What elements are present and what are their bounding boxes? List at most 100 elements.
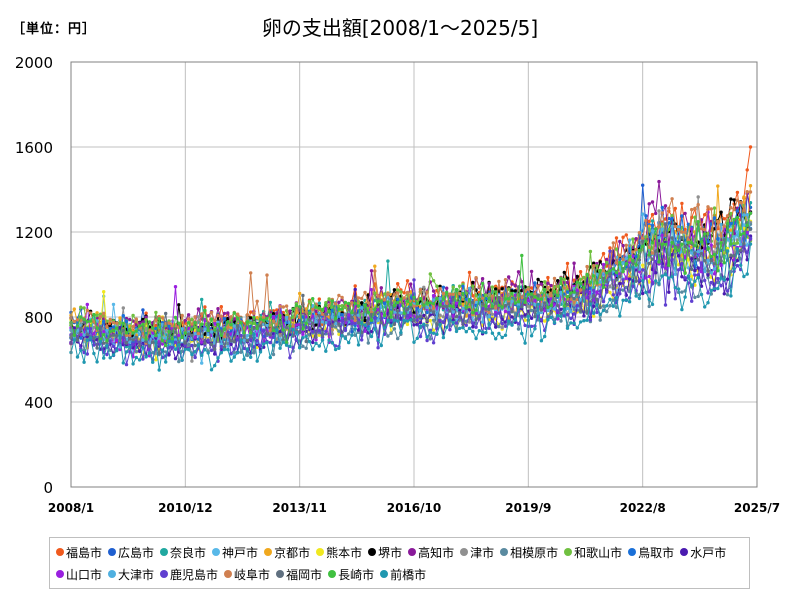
data-point [206,338,210,343]
data-point [690,207,694,212]
data-point [605,260,609,265]
data-point [722,217,726,221]
data-point [647,202,651,206]
legend-marker-icon [160,570,169,578]
data-point [337,346,341,350]
data-point [291,346,295,350]
data-point [92,320,96,324]
data-point [569,310,573,314]
data-point [565,276,570,280]
data-point [494,306,498,310]
data-point [409,282,413,286]
data-point [373,327,377,331]
data-point [709,254,713,259]
data-point [206,332,210,337]
data-point [716,242,720,246]
legend-marker-icon [56,570,64,578]
data-point [206,314,210,318]
data-point [627,277,632,281]
data-point [480,296,485,300]
legend-marker-icon [680,548,689,556]
data-point [435,332,439,336]
data-point [618,275,622,279]
data-point [676,254,681,258]
data-point [680,242,684,246]
data-point [353,311,357,315]
data-point [245,339,250,343]
legend-label: 岐阜市 [234,567,271,582]
data-point [663,266,668,270]
data-point [474,300,478,304]
data-point [222,347,227,352]
data-point [200,312,204,316]
data-point [131,331,135,335]
data-point [128,327,132,332]
data-point [167,339,171,344]
data-point [124,350,129,354]
data-point [503,297,508,301]
data-point [529,295,534,299]
data-point [529,269,534,274]
data-point [735,209,740,213]
data-point [477,329,481,333]
legend-marker-icon [212,548,221,556]
data-point [108,329,112,334]
data-point [572,290,576,294]
data-point [520,295,524,300]
data-point [333,316,338,321]
legend-marker-icon [408,548,417,556]
data-point [441,335,446,340]
data-point [621,261,625,265]
data-point [229,359,233,363]
y-tick-label: 0 [43,479,53,497]
data-point [739,233,743,237]
data-point [226,332,230,337]
data-point [105,352,109,357]
data-point [137,321,142,325]
data-point [556,303,560,308]
data-point [709,207,713,211]
data-point [193,335,197,339]
data-point [454,329,459,334]
data-point [627,254,632,259]
data-point [729,270,733,274]
data-point [529,324,534,328]
data-point [487,310,491,315]
data-point [735,263,740,268]
data-point [363,290,367,295]
data-point [369,288,374,292]
data-point [121,306,126,310]
data-point [699,251,704,256]
data-point [232,340,236,344]
data-point [330,341,334,345]
data-point [608,246,612,250]
legend-marker-icon [564,548,573,556]
x-tick-label: 2010/12 [158,501,212,515]
data-point [516,322,521,326]
data-point [565,290,570,294]
data-point [742,242,746,246]
data-point [118,325,122,330]
data-point [693,215,697,219]
data-point [458,284,462,288]
data-point [151,360,155,364]
data-point [131,362,135,366]
data-point [490,285,495,289]
data-point [523,300,527,304]
data-point [314,309,318,313]
data-point [451,285,455,289]
data-point [533,292,537,296]
data-point [520,331,524,336]
data-point [128,337,132,341]
data-point [190,333,194,337]
data-point [435,284,439,288]
data-point [412,340,416,344]
data-point [725,289,730,293]
data-point [582,314,586,318]
data-point [627,268,632,272]
data-point [200,297,204,302]
data-point [549,311,553,315]
data-point [578,277,583,281]
data-point [732,217,736,222]
data-point [79,348,83,352]
